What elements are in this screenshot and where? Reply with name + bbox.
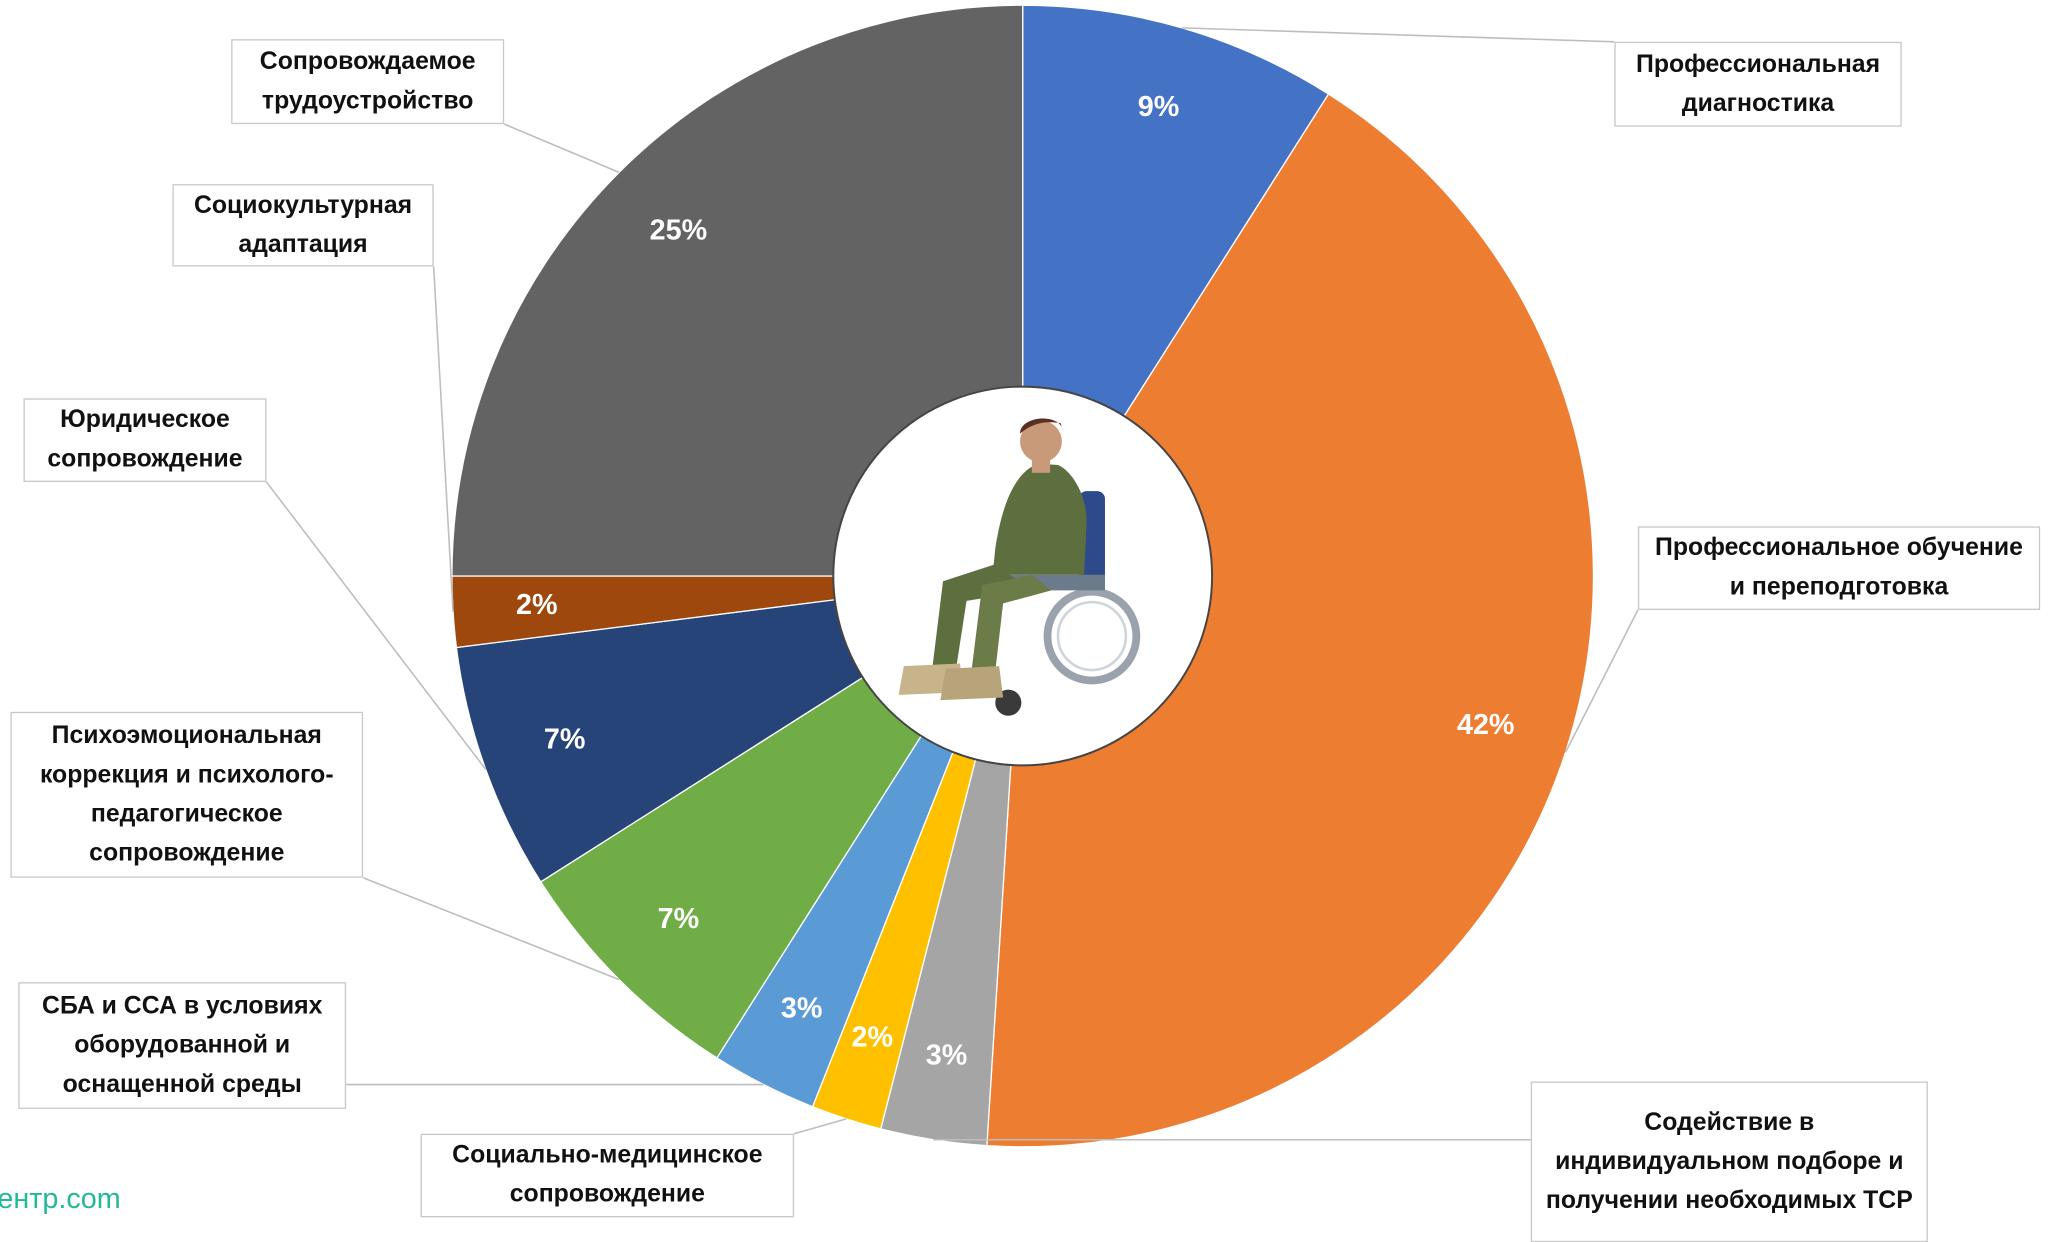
leader-line xyxy=(1182,28,1614,42)
category-label: Социокультурная адаптация xyxy=(172,184,433,266)
value-label: 7% xyxy=(544,724,586,756)
leader-line xyxy=(794,1119,846,1134)
leader-line xyxy=(434,266,453,611)
category-label: Социально-медицинское сопровождение xyxy=(421,1134,795,1218)
category-label: Профессиональная диагностика xyxy=(1614,42,1901,127)
value-label: 2% xyxy=(851,1022,893,1054)
page: 9% 42% 3% 2% 3% 7% 7% 2% 25% Профессиональная ди… xyxy=(0,0,2048,1242)
category-label: Сопровождаемое трудоустройство xyxy=(231,39,504,124)
value-label: 42% xyxy=(1457,709,1514,741)
watermark: ентр.com xyxy=(0,1182,121,1216)
value-label: 9% xyxy=(1138,91,1180,123)
category-label: Юридическое сопровождение xyxy=(24,398,267,482)
value-label: 3% xyxy=(781,992,823,1024)
category-label: Психоэмоциональная коррекция и психолого… xyxy=(10,712,363,878)
value-label: 25% xyxy=(650,214,707,246)
category-label: Содействие в индивидуальном подборе и по… xyxy=(1531,1081,1928,1242)
leader-line xyxy=(504,124,619,172)
value-label: 2% xyxy=(516,589,558,621)
value-label: 7% xyxy=(658,903,700,935)
category-label: СБА и ССА в условиях оборудованной и осн… xyxy=(18,982,346,1109)
stage: 9% 42% 3% 2% 3% 7% 7% 2% 25% Профессиональная ди… xyxy=(0,0,2048,1242)
category-label: Профессиональное обучение и переподготов… xyxy=(1638,526,2040,610)
value-label: 3% xyxy=(926,1039,968,1071)
